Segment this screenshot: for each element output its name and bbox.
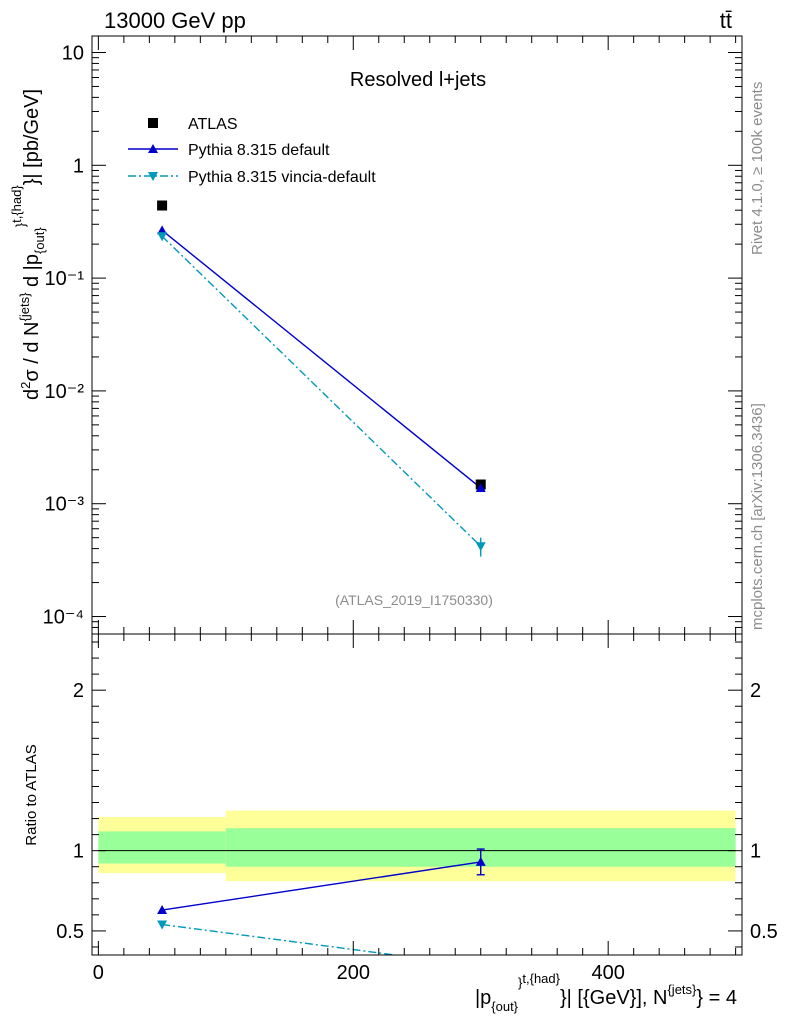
ratio-vincia-point xyxy=(157,920,168,930)
ratio-uncertainty-band-inner xyxy=(98,831,226,864)
main-y-axis-label: d2σ / d N{jets} d |p{out}}t,{had}}| [pb/… xyxy=(9,89,47,400)
process-label: tt̄ xyxy=(720,8,732,33)
main-default-line xyxy=(161,229,482,489)
ratio-y-tick-label: 1 xyxy=(73,841,84,863)
main-y-tick-label: 10 xyxy=(62,42,84,64)
ratio-y-tick-label-right: 1 xyxy=(750,841,761,863)
default-data-point xyxy=(157,225,168,235)
legend-vincia-marker xyxy=(148,172,158,181)
legend: ATLAS Pythia 8.315 default Pythia 8.315 … xyxy=(128,116,376,186)
atlas-data-point xyxy=(157,200,168,211)
ratio-panel: 2 21 10.5 0.5 0 200 400 Ratio to ATLAS |p{out… xyxy=(23,633,778,1014)
ratio-default-point xyxy=(475,856,486,866)
energy-label: 13000 GeV pp xyxy=(104,8,246,33)
svg-text:d2σ / d N{jets} d |p{out}}t,{h: d2σ / d N{jets} d |p{out}}t,{had}}| [pb/… xyxy=(9,89,47,400)
ratio-vincia-line xyxy=(162,923,401,955)
main-y-tick-label: 1 xyxy=(73,155,84,177)
main-y-tick-label: 10⁻⁴ xyxy=(43,607,84,629)
ratio-y-tick-label: 0.5 xyxy=(56,921,84,943)
main-y-tick-label: 10⁻² xyxy=(45,381,85,403)
vincia-data-point xyxy=(157,232,168,242)
legend-atlas-label: ATLAS xyxy=(188,116,238,133)
ratio-y-tick-label: 2 xyxy=(73,680,84,702)
legend-vincia-label: Pythia 8.315 vincia-default xyxy=(188,169,376,186)
rivet-label: Rivet 4.1.0, ≥ 100k events xyxy=(749,82,766,255)
legend-default-label: Pythia 8.315 default xyxy=(188,142,330,159)
main-y-tick-label: 10⁻³ xyxy=(45,494,85,516)
x-tick-label: 200 xyxy=(337,962,370,984)
legend-atlas-marker xyxy=(148,118,158,128)
ratio-default-line xyxy=(161,861,481,911)
plot-title: Resolved l+jets xyxy=(350,69,486,91)
analysis-watermark: (ATLAS_2019_I1750330) xyxy=(335,592,493,608)
ratio-default-point xyxy=(157,905,168,915)
main-y-tick-label: 10⁻¹ xyxy=(45,268,85,290)
x-tick-label: 0 xyxy=(93,962,104,984)
ratio-vincia-point xyxy=(476,962,486,971)
default-data-point xyxy=(475,482,486,492)
ratio-y-axis-label: Ratio to ATLAS xyxy=(23,744,40,845)
ratio-frame xyxy=(91,633,743,956)
main-panel: 10 1 10⁻¹ 10⁻² 10⁻³ 10⁻⁴ Resolved l+jets (ATL… xyxy=(9,35,743,635)
x-tick-label: 400 xyxy=(591,962,624,984)
main-vincia-line xyxy=(161,235,482,547)
legend-default-marker xyxy=(148,144,158,153)
vincia-data-point xyxy=(475,542,486,552)
mcplots-label: mcplots.cern.ch [arXiv:1306.3436] xyxy=(749,403,766,630)
ratio-y-tick-label-right: 0.5 xyxy=(750,921,778,943)
ratio-y-tick-label-right: 2 xyxy=(750,680,761,702)
